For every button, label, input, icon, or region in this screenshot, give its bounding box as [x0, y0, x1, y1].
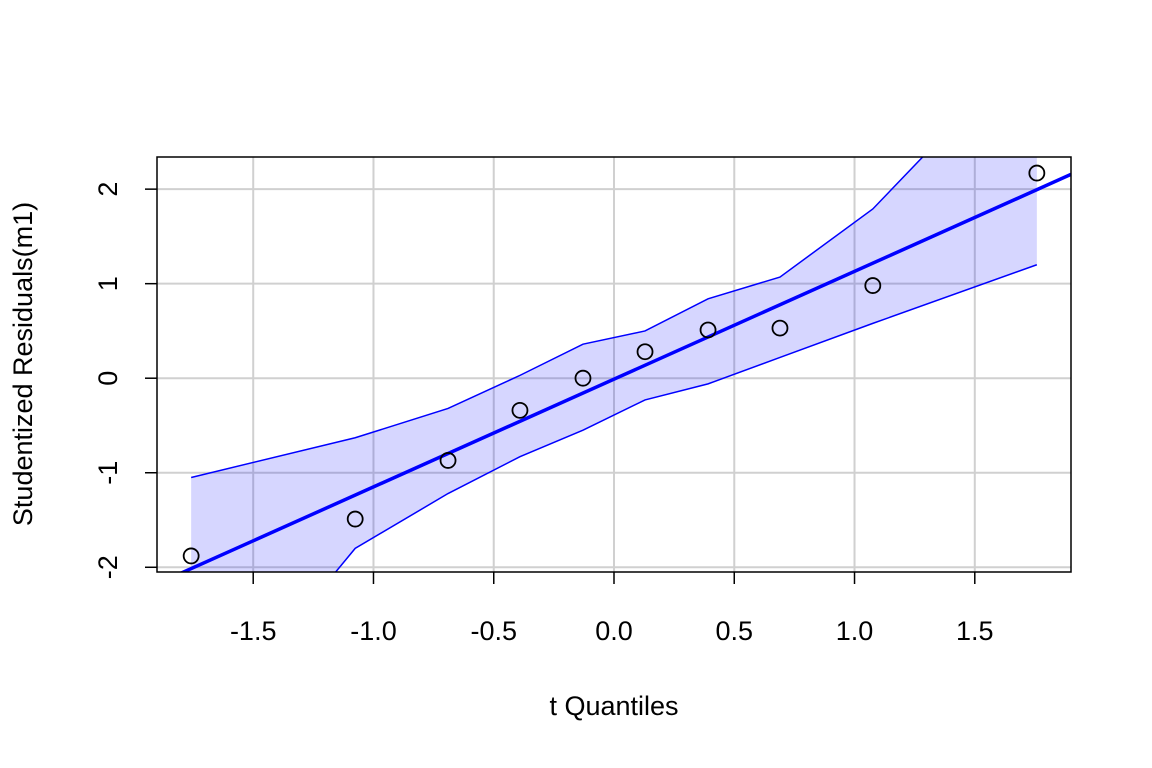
envelope-line: [190, 157, 924, 479]
x-tick-label: 1.5: [956, 616, 994, 646]
y-tick-label: 2: [93, 182, 123, 197]
x-axis-title: t Quantiles: [549, 691, 678, 721]
data-point: [699, 321, 717, 339]
data-point: [771, 319, 789, 337]
y-tick-label: 0: [93, 371, 123, 386]
y-tick-label: 1: [93, 276, 123, 291]
data-point: [511, 401, 529, 419]
x-tick-label: -1.5: [230, 616, 277, 646]
y-tick-label: -1: [93, 461, 123, 485]
x-tick-label: -0.5: [470, 616, 517, 646]
x-tick-label: 1.0: [836, 616, 874, 646]
data-point: [439, 452, 457, 469]
x-tick-label: 0.0: [595, 616, 633, 646]
data-point: [864, 277, 882, 294]
x-tick-label: -1.0: [350, 616, 397, 646]
y-tick-label: -2: [93, 555, 123, 579]
data-point: [1028, 164, 1046, 182]
reference-line: [179, 172, 1071, 572]
data-point: [346, 510, 364, 528]
y-axis-title: Studentized Residuals(m1): [8, 202, 38, 526]
envelope-line: [334, 264, 1038, 572]
data-point: [182, 547, 200, 565]
confidence-envelope: [191, 157, 1037, 572]
data-point: [636, 343, 654, 361]
data-point: [574, 369, 592, 387]
x-tick-label: 0.5: [715, 616, 753, 646]
